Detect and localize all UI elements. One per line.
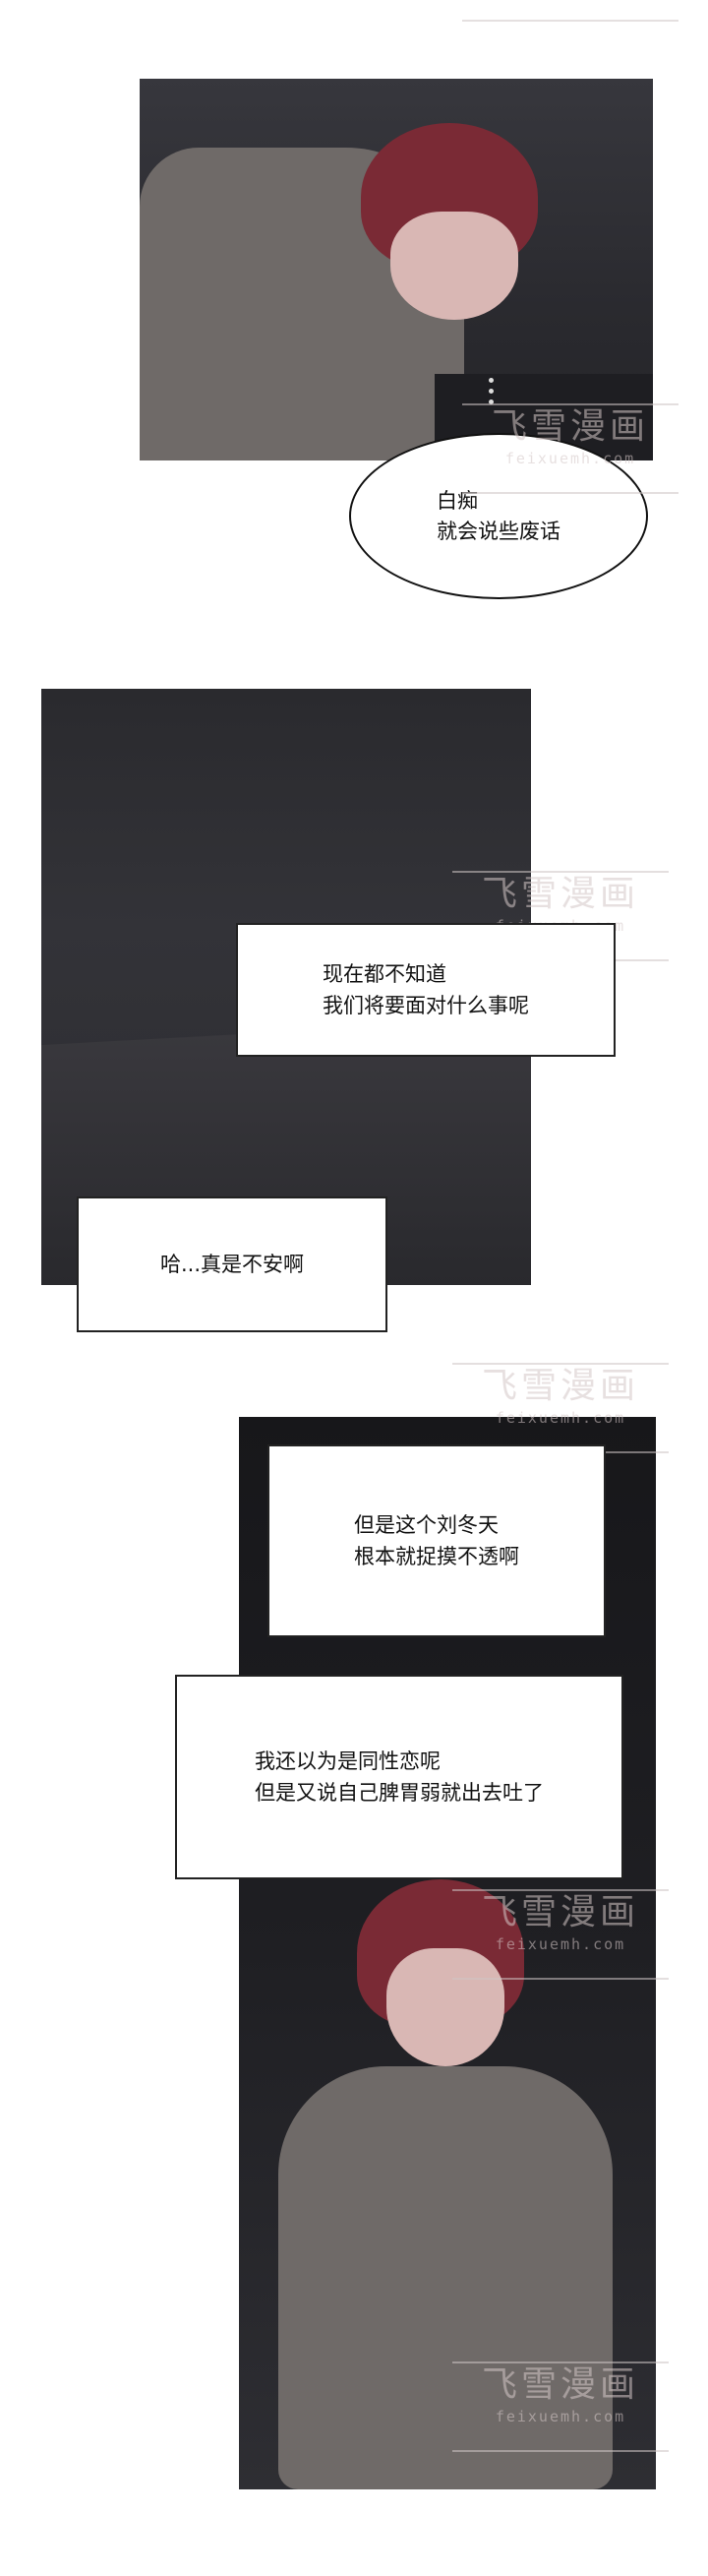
- character-face: [390, 212, 518, 320]
- watermark: 飞雪漫画 feixuemh.com: [462, 403, 678, 494]
- watermark: 飞雪漫画 feixuemh.com: [452, 1363, 669, 1453]
- narration-line: 但是这个刘冬天: [354, 1513, 499, 1537]
- narration-box-3: 但是这个刘冬天 根本就捉摸不透啊: [267, 1444, 606, 1637]
- speech-line-2: 就会说些废话: [437, 519, 560, 543]
- character-face: [386, 1948, 504, 2066]
- watermark: 飞雪漫画 feixuemh.com: [452, 1889, 669, 1980]
- narration-line: 我还以为是同性恋呢: [255, 1749, 441, 1773]
- narration-line: 哈...真是不安啊: [159, 1253, 305, 1276]
- narration-line: 我们将要面对什么事呢: [323, 994, 529, 1017]
- narration-box-2: 哈...真是不安啊: [77, 1196, 387, 1332]
- speech-bubble: 白痴 就会说些废话: [349, 433, 648, 599]
- watermark: 飞雪漫画 feixuemh.com: [452, 2361, 669, 2452]
- ellipsis-dots: [489, 372, 494, 410]
- narration-line: 但是又说自己脾胃弱就出去吐了: [255, 1781, 544, 1805]
- narration-line: 现在都不知道: [323, 962, 446, 986]
- narration-line: 根本就捉摸不透啊: [354, 1545, 519, 1568]
- watermark-fragment: [462, 0, 678, 22]
- narration-box-4: 我还以为是同性恋呢 但是又说自己脾胃弱就出去吐了: [175, 1675, 623, 1879]
- character-hoodie: [278, 2066, 613, 2489]
- narration-box-1: 现在都不知道 我们将要面对什么事呢: [236, 923, 616, 1057]
